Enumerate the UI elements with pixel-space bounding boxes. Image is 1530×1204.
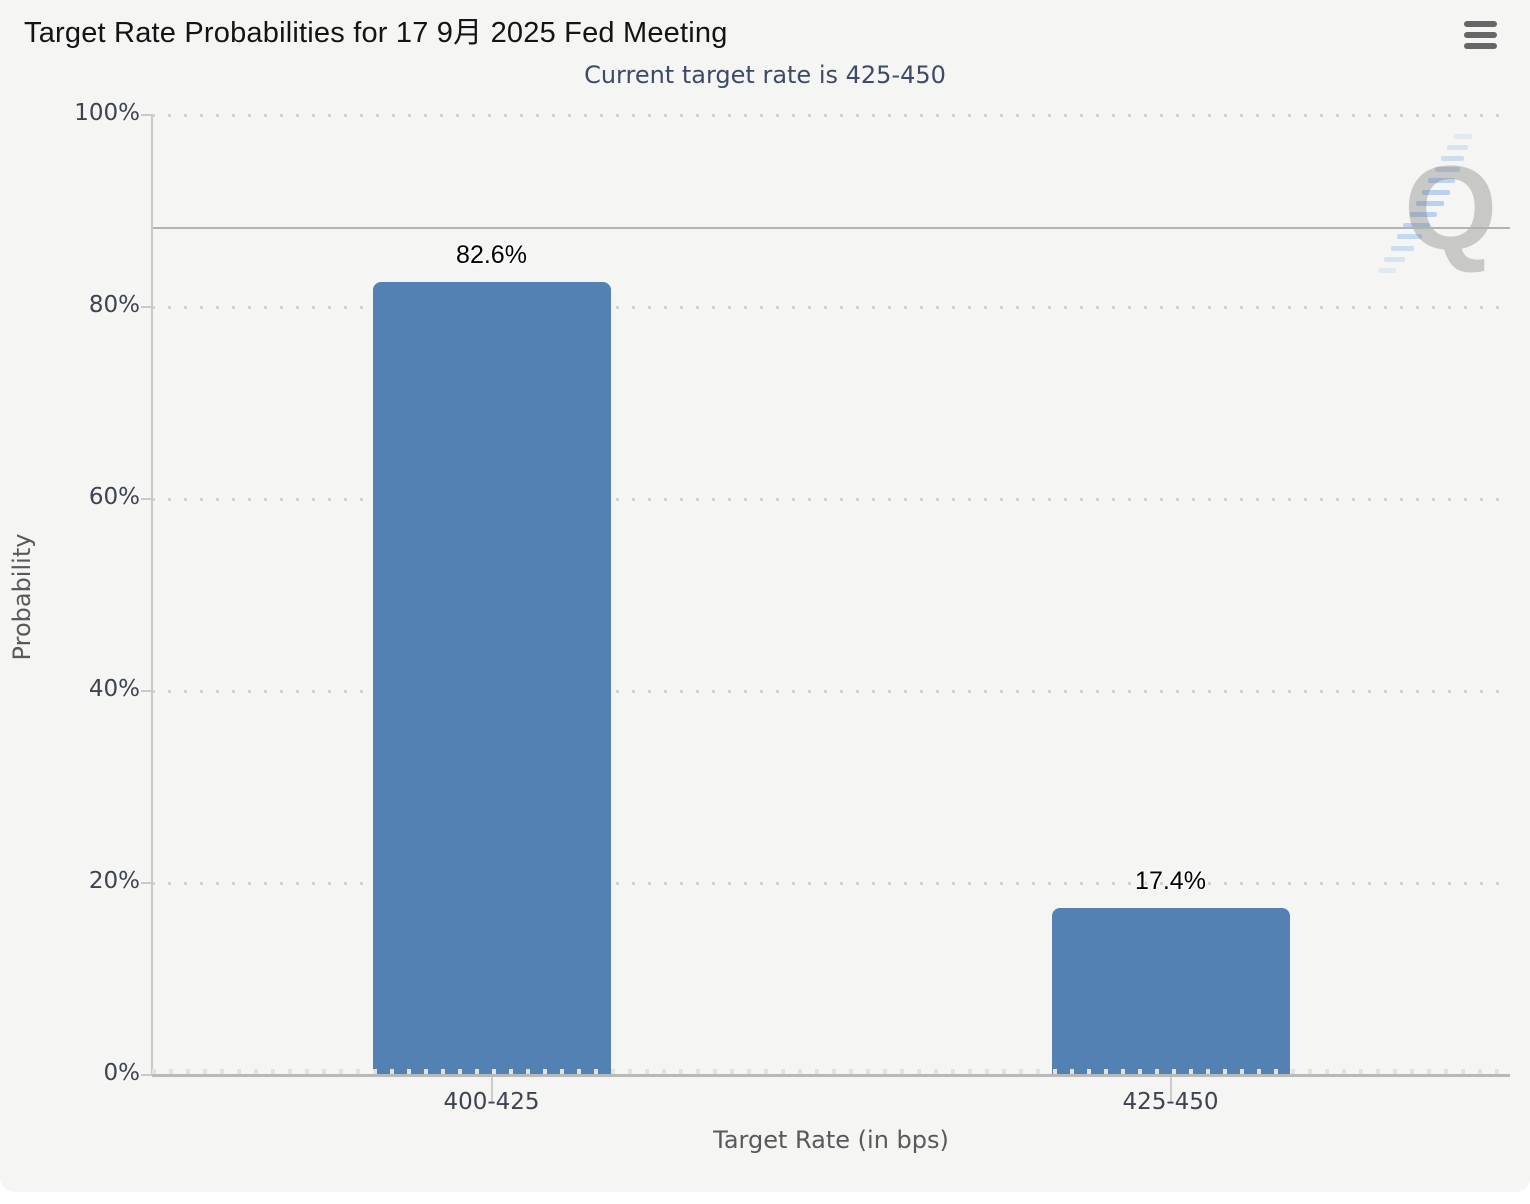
watermark-dash xyxy=(1434,167,1460,173)
menu-bar xyxy=(1464,43,1497,49)
watermark-dash xyxy=(1403,223,1430,229)
y-axis-label: 20% xyxy=(88,868,140,894)
chart-title: Target Rate Probabilities for 17 9月 2025… xyxy=(24,17,728,49)
bar-400-425[interactable] xyxy=(372,282,611,1075)
y-axis-tick xyxy=(141,306,152,308)
hamburger-icon[interactable] xyxy=(1458,17,1500,53)
watermark-dash xyxy=(1390,245,1414,251)
y-axis-label: 0% xyxy=(103,1060,141,1086)
watermark-dash xyxy=(1378,268,1396,273)
y-gridline xyxy=(152,306,1510,309)
watermark-dash xyxy=(1428,178,1456,184)
watermark-dash xyxy=(1384,256,1405,262)
bar-value-label: 17.4% xyxy=(1135,866,1206,895)
y-gridline xyxy=(152,498,1510,501)
chart-subtitle: Current target rate is 425-450 xyxy=(584,61,946,89)
y-axis-label: 60% xyxy=(88,484,140,510)
x-axis-title: Target Rate (in bps) xyxy=(713,1126,949,1154)
y-axis-tick xyxy=(141,498,152,500)
y-gridline xyxy=(152,882,1510,885)
watermark-dash xyxy=(1441,156,1464,161)
y-axis-line xyxy=(151,115,153,1075)
watermark-q-logo: Q xyxy=(1404,141,1498,275)
y-axis-label: 80% xyxy=(88,292,140,318)
y-axis-title: Probability xyxy=(8,533,36,661)
x-axis-label: 425-450 xyxy=(1122,1089,1219,1115)
y-axis-tick xyxy=(141,114,152,116)
watermark-dash xyxy=(1453,133,1472,139)
watermark-dash xyxy=(1422,189,1450,195)
x-axis-tick xyxy=(1169,1077,1172,1103)
watermark-dash xyxy=(1396,234,1422,240)
watermark-dash xyxy=(1415,200,1444,206)
bar-425-450[interactable] xyxy=(1051,907,1290,1075)
y-axis-label: 100% xyxy=(74,100,140,126)
watermark-dash xyxy=(1447,144,1468,150)
menu-bar xyxy=(1464,32,1497,38)
menu-bar xyxy=(1464,21,1497,27)
watermark-dash xyxy=(1409,212,1438,217)
bar-value-label: 82.6% xyxy=(456,241,527,270)
x-axis-minor-ticks xyxy=(152,1069,1510,1074)
y-gridline xyxy=(152,690,1510,693)
x-axis-tick xyxy=(490,1077,493,1103)
y-axis-tick xyxy=(141,690,152,692)
y-gridline xyxy=(152,114,1510,117)
y-axis-tick xyxy=(141,882,152,884)
x-axis-line xyxy=(152,1074,1510,1077)
x-axis-label: 400-425 xyxy=(443,1089,540,1115)
y-axis-tick xyxy=(141,1074,152,1076)
y-axis-label: 40% xyxy=(88,676,140,702)
reference-line xyxy=(152,227,1510,230)
